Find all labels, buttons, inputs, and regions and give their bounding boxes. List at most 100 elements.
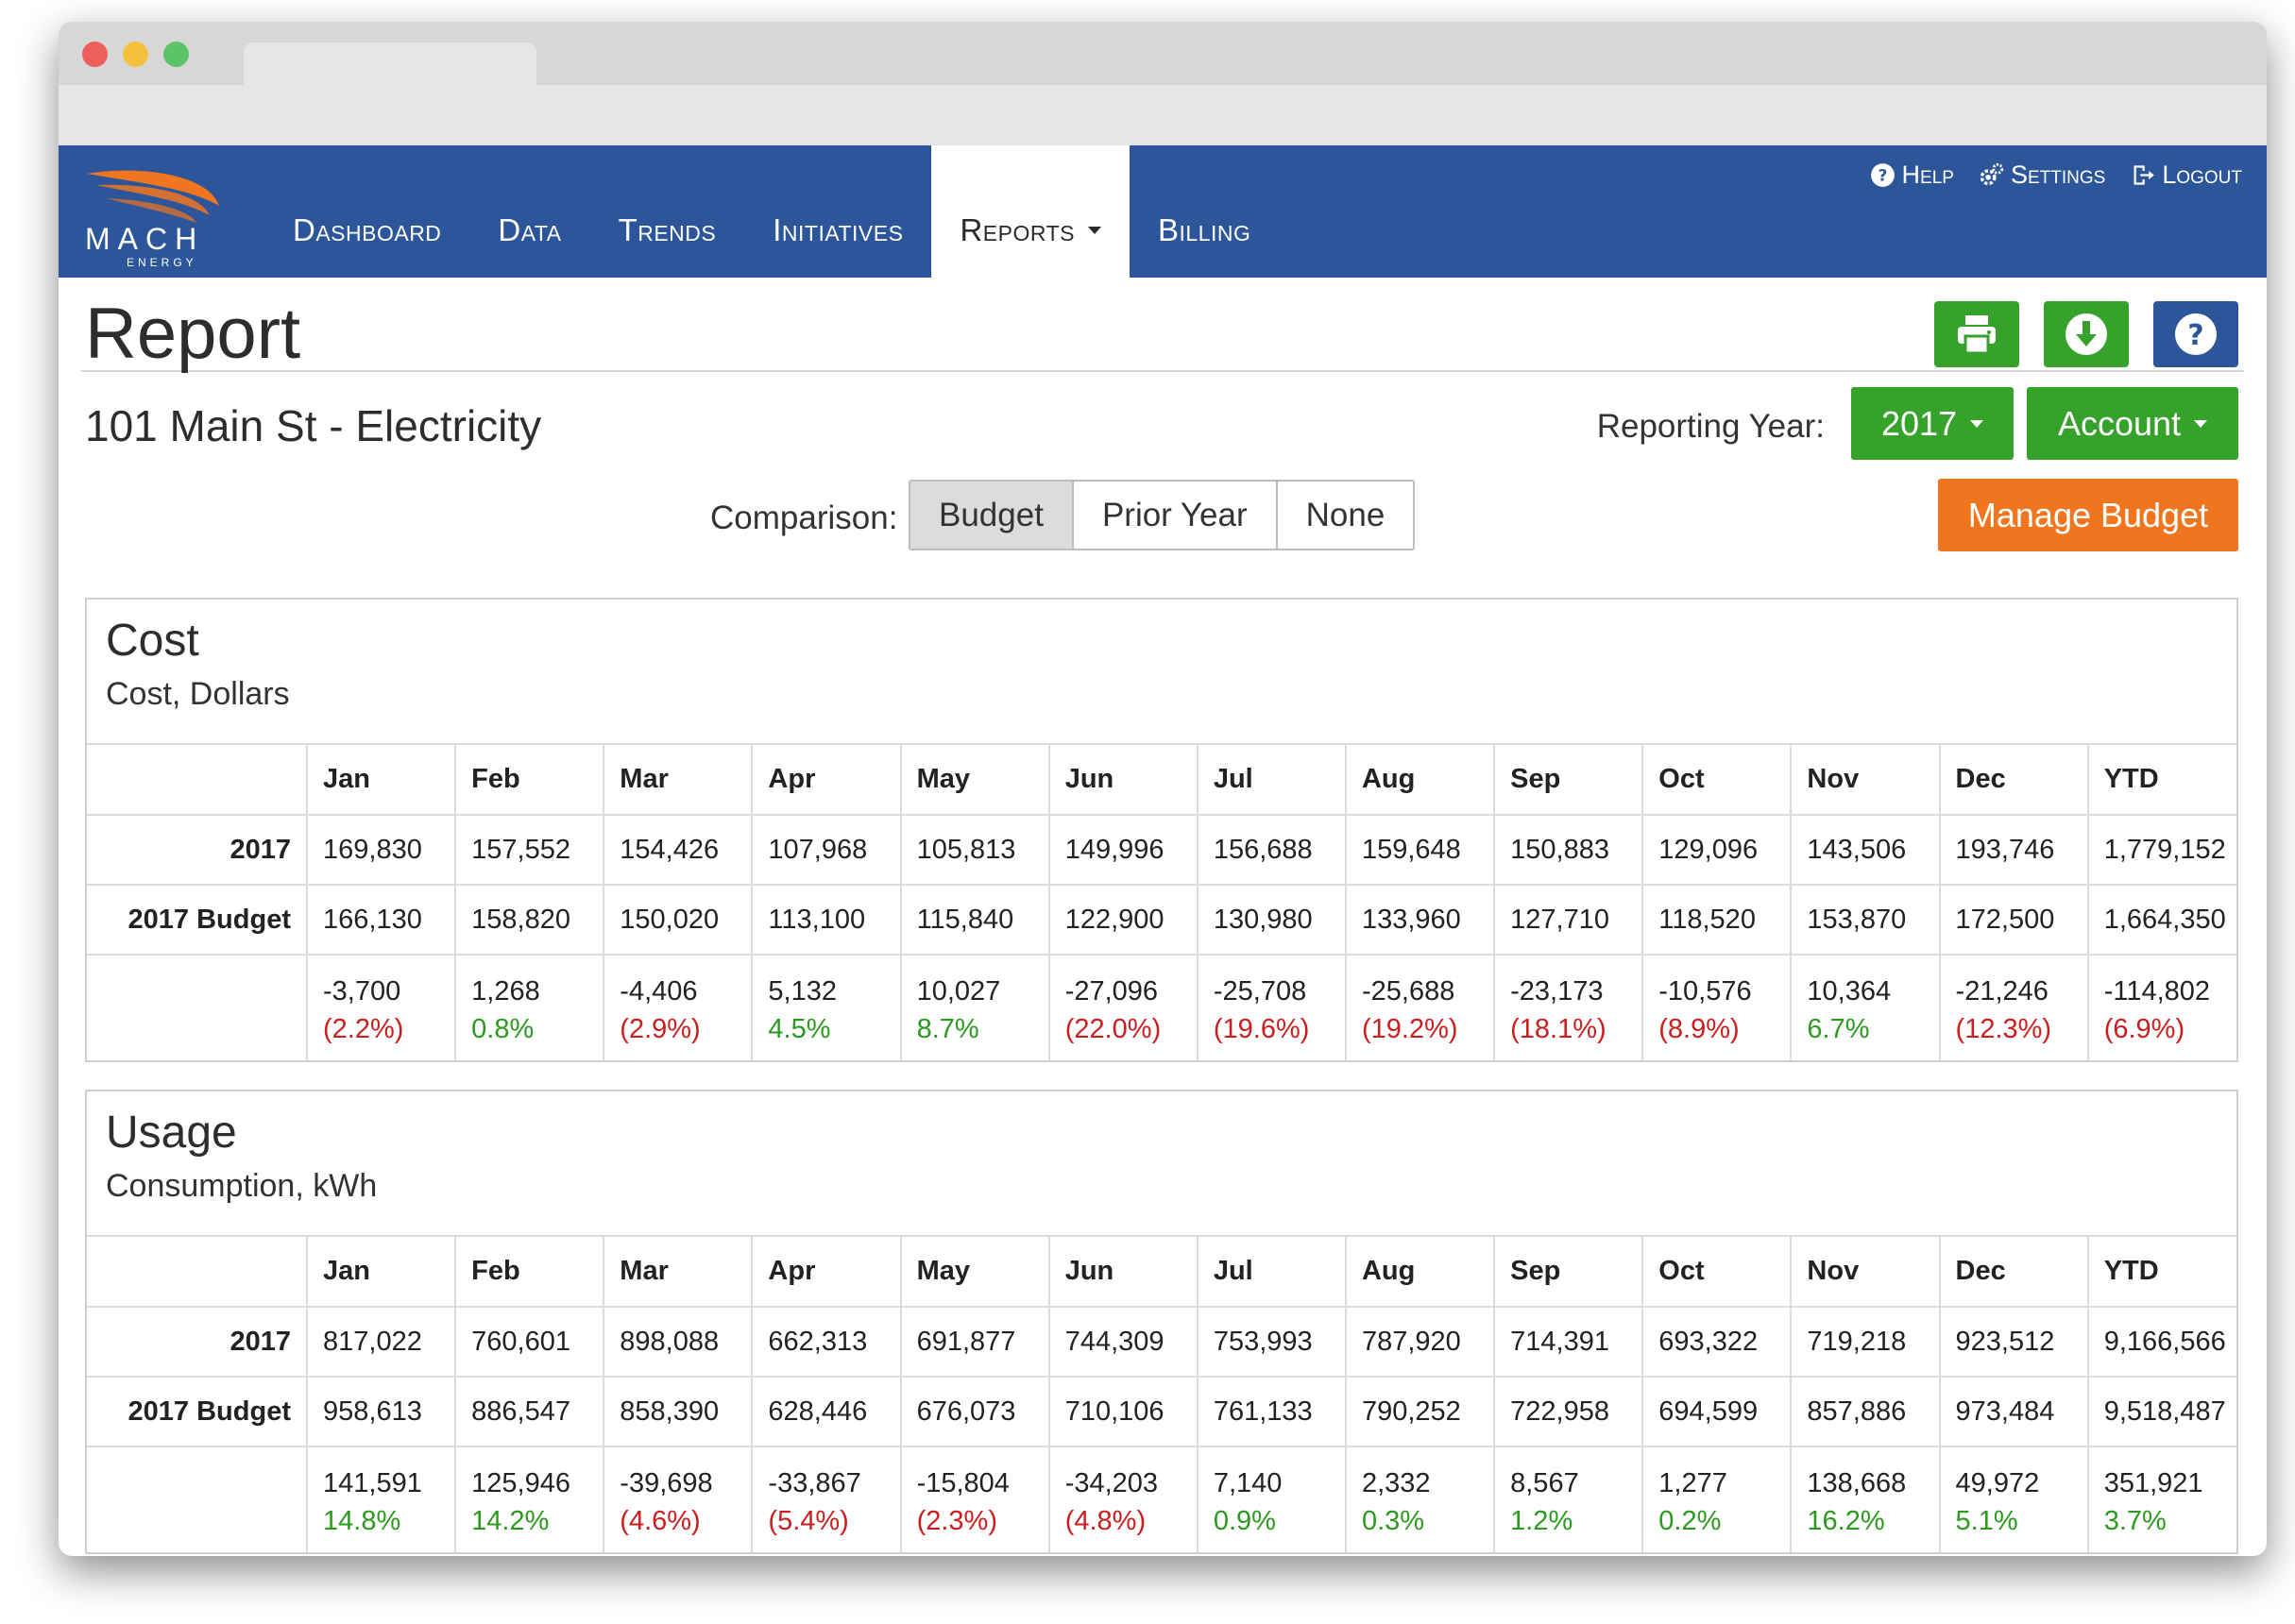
variance-value: 8,567 [1510, 1468, 1579, 1498]
column-header-may: May [900, 745, 1050, 816]
comparison-prior-year-button[interactable]: Prior Year [1073, 482, 1278, 549]
variance-cell: -3,700 (2.2%) [307, 955, 457, 1060]
value-cell: 157,552 [455, 815, 605, 886]
variance-cell: -25,708 (19.6%) [1197, 955, 1347, 1060]
column-header-jul: Jul [1197, 745, 1347, 816]
account-label: Account [2057, 403, 2182, 443]
value-cell: 150,020 [604, 885, 754, 956]
title-row: Report ? [81, 278, 2244, 374]
variance-value: 7,140 [1213, 1468, 1283, 1498]
column-header-nov: Nov [1791, 1237, 1941, 1308]
variance-cell: -4,406 (2.9%) [604, 955, 754, 1060]
column-header-dec: Dec [1939, 745, 2089, 816]
column-header-mar: Mar [604, 1237, 754, 1308]
nav-reports[interactable]: Reports [931, 145, 1130, 278]
column-header-jun: Jun [1048, 1237, 1198, 1308]
value-cell: 857,886 [1791, 1377, 1941, 1447]
minimize-window-button[interactable] [123, 42, 148, 67]
close-window-button[interactable] [82, 42, 108, 67]
help-link[interactable]: ? Help [1870, 161, 1954, 190]
column-header-feb: Feb [455, 745, 605, 816]
variance-percent: 0.3% [1361, 1506, 1425, 1536]
browser-tab[interactable] [244, 42, 536, 109]
utility-links: ? Help Settings Logout [1870, 161, 2242, 190]
help-label: Help [1901, 161, 1954, 189]
column-header-apr: Apr [752, 1237, 902, 1308]
account-dropdown[interactable]: Account [2027, 387, 2238, 460]
nav-initiatives[interactable]: Initiatives [744, 145, 931, 278]
variance-percent: 1.2% [1510, 1506, 1573, 1536]
reporting-year-dropdown[interactable]: 2017 [1851, 387, 2014, 460]
row-label: 2017 Budget [87, 1377, 308, 1447]
value-cell: 694,599 [1642, 1377, 1793, 1447]
variance-percent: (2.3%) [916, 1506, 997, 1536]
value-cell: 817,022 [307, 1307, 457, 1378]
table-header-row: Jan Feb Mar Apr May Jun Jul Aug Sep Oct Nov Dec YTD [87, 1237, 2236, 1308]
variance-cell: 1,268 0.8% [455, 955, 605, 1060]
download-button[interactable] [2044, 301, 2129, 367]
variance-percent: (6.9%) [2103, 1014, 2185, 1044]
value-cell: 1,664,350 [2087, 885, 2236, 956]
variance-row: -3,700 (2.2%) 1,268 0.8% -4,406 (2.9%) 5,132 4.… [87, 955, 2236, 1060]
variance-value: 125,946 [471, 1468, 570, 1498]
variance-value: 49,972 [1955, 1468, 2040, 1498]
value-cell: 744,309 [1048, 1307, 1198, 1378]
value-cell: 719,218 [1791, 1307, 1941, 1378]
table-row: 2017 Budget 958,613 886,547 858,390 628,446 6… [87, 1377, 2236, 1447]
value-cell: 973,484 [1939, 1377, 2089, 1447]
value-cell: 105,813 [900, 815, 1050, 886]
report-actions: ? [1934, 301, 2238, 367]
value-cell: 156,688 [1197, 815, 1347, 886]
variance-percent: (18.1%) [1510, 1014, 1606, 1044]
row-label: 2017 [87, 1307, 308, 1378]
maximize-window-button[interactable] [163, 42, 189, 67]
value-cell: 958,613 [307, 1377, 457, 1447]
value-cell: 143,506 [1791, 815, 1941, 886]
variance-value: 141,591 [323, 1468, 422, 1498]
value-cell: 1,779,152 [2087, 815, 2236, 886]
nav-dashboard[interactable]: Dashboard [264, 145, 469, 278]
variance-percent: (22.0%) [1064, 1014, 1162, 1044]
column-header-dec: Dec [1939, 1237, 2089, 1308]
manage-budget-button[interactable]: Manage Budget [1938, 479, 2238, 551]
nav-trends[interactable]: Trends [590, 145, 745, 278]
value-cell: 130,980 [1197, 885, 1347, 956]
column-header-sep: Sep [1494, 1237, 1644, 1308]
variance-cell: -21,246 (12.3%) [1939, 955, 2089, 1060]
column-header-nov: Nov [1791, 745, 1941, 816]
help-button[interactable]: ? [2153, 301, 2238, 367]
value-cell: 662,313 [752, 1307, 902, 1378]
value-cell: 159,648 [1345, 815, 1496, 886]
variance-percent: (8.9%) [1658, 1014, 1740, 1044]
variance-cell: -23,173 (18.1%) [1494, 955, 1644, 1060]
value-cell: 193,746 [1939, 815, 2089, 886]
column-header-jul: Jul [1197, 1237, 1347, 1308]
variance-cell: -27,096 (22.0%) [1048, 955, 1198, 1060]
variance-cell: 10,027 8.7% [900, 955, 1050, 1060]
comparison-toggle: Budget Prior Year None [909, 480, 1416, 550]
comparison-budget-button[interactable]: Budget [910, 482, 1074, 549]
value-cell: 122,900 [1048, 885, 1198, 956]
value-cell: 676,073 [900, 1377, 1050, 1447]
value-cell: 691,877 [900, 1307, 1050, 1378]
print-button[interactable] [1934, 301, 2019, 367]
logo-text: MACH [85, 222, 204, 256]
column-header-aug: Aug [1345, 1237, 1496, 1308]
panel-header: Usage Consumption, kWh [87, 1091, 2236, 1237]
value-cell: 9,166,566 [2087, 1307, 2236, 1378]
value-cell: 628,446 [752, 1377, 902, 1447]
value-cell: 9,518,487 [2087, 1377, 2236, 1447]
variance-percent: 0.2% [1658, 1506, 1722, 1536]
variance-value: -34,203 [1064, 1468, 1159, 1498]
nav-billing[interactable]: Billing [1130, 145, 1279, 278]
nav-label: Initiatives [773, 212, 904, 247]
variance-cell: 138,668 16.2% [1791, 1446, 1941, 1552]
nav-data[interactable]: Data [469, 145, 589, 278]
comparison-none-button[interactable]: None [1277, 482, 1414, 549]
settings-link[interactable]: Settings [1979, 161, 2105, 190]
page-title: Report [85, 294, 301, 374]
value-cell: 154,426 [604, 815, 754, 886]
mach-energy-logo[interactable]: MACH ENERGY [77, 157, 266, 270]
logout-link[interactable]: Logout [2130, 161, 2242, 190]
value-cell: 858,390 [604, 1377, 754, 1447]
